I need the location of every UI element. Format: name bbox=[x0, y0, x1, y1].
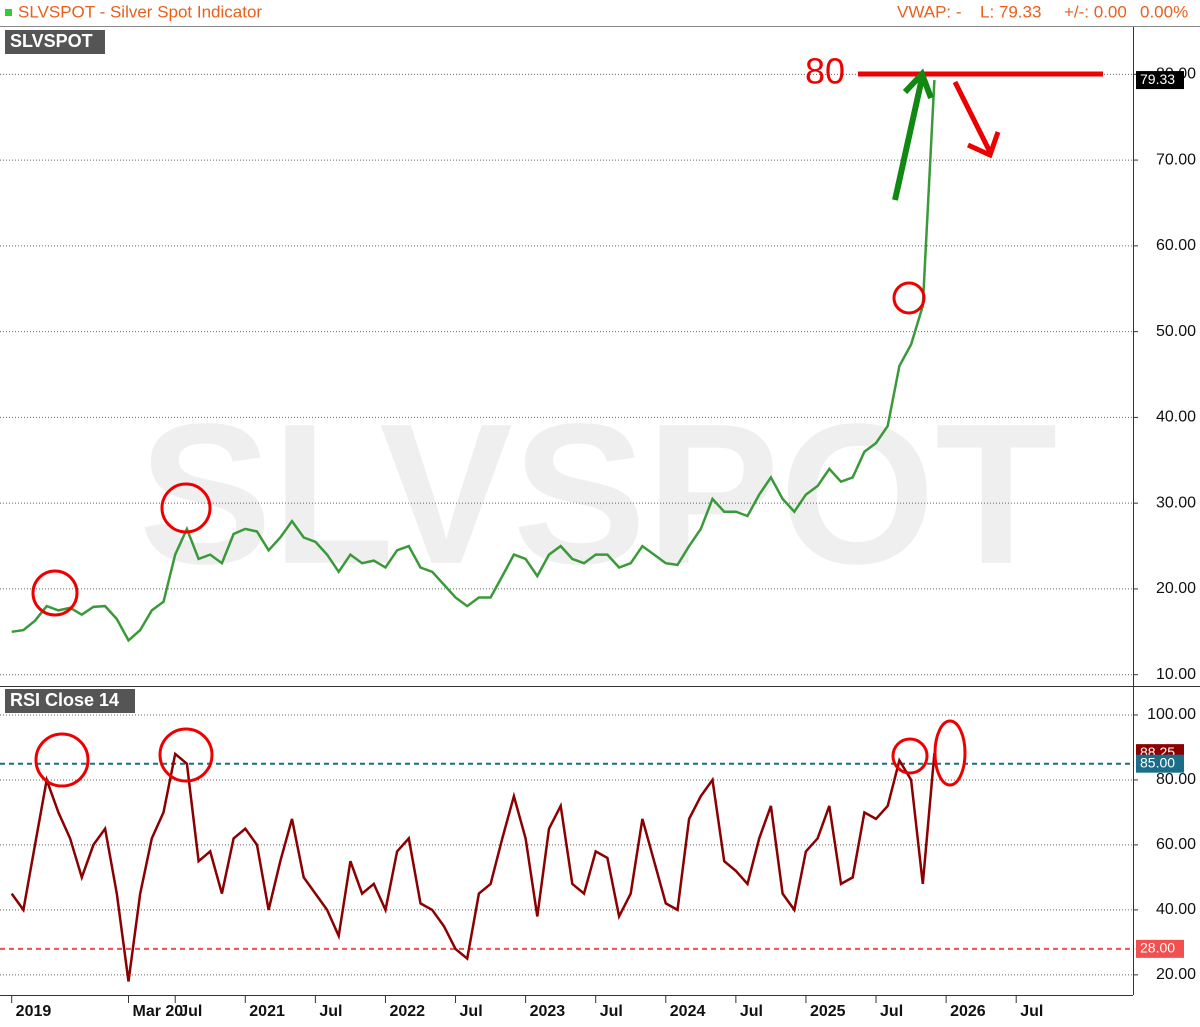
x-tick-label: 2026 bbox=[950, 1003, 986, 1020]
x-tick-label: Jul bbox=[740, 1003, 763, 1020]
status-icon bbox=[5, 9, 12, 16]
header-title: SLVSPOT - Silver Spot Indicator bbox=[18, 2, 262, 21]
panel-label-box bbox=[5, 30, 105, 54]
x-tick-label: 2024 bbox=[670, 1003, 706, 1020]
price-tag bbox=[1136, 71, 1184, 90]
down-arrow bbox=[952, 80, 1001, 159]
highlight-circle bbox=[891, 737, 929, 775]
y-tick-label: 60.00 bbox=[1156, 836, 1196, 853]
x-tick-label: Jul bbox=[600, 1003, 623, 1020]
y-tick-label: 70.00 bbox=[1156, 151, 1196, 168]
header-vwap: VWAP: - bbox=[897, 2, 962, 21]
header-last: L: 79.33 bbox=[980, 2, 1041, 21]
price-tag-label: 79.33 bbox=[1140, 71, 1175, 87]
x-tick-label: Mar 20 bbox=[132, 1003, 183, 1020]
up-arrow bbox=[892, 68, 934, 201]
annotation-text: 80 bbox=[805, 51, 845, 92]
x-tick-label: 2025 bbox=[810, 1003, 846, 1020]
x-tick-label: Jul bbox=[880, 1003, 903, 1020]
price-tag-label: 28.00 bbox=[1140, 940, 1175, 956]
price-tag bbox=[1136, 939, 1184, 958]
highlight-circle bbox=[160, 482, 212, 534]
x-tick-label: 2023 bbox=[530, 1003, 566, 1020]
price-tag-label: 85.00 bbox=[1140, 754, 1175, 770]
x-tick-label: Jul bbox=[1020, 1003, 1043, 1020]
highlight-circle bbox=[31, 569, 79, 617]
series-line bbox=[11, 80, 936, 643]
highlight-circle bbox=[34, 732, 90, 788]
x-tick-label: 2019 bbox=[16, 1003, 52, 1020]
annotations bbox=[31, 71, 1103, 788]
x-tick-label: 2022 bbox=[389, 1003, 425, 1020]
y-tick-label: 20.00 bbox=[1156, 966, 1196, 983]
top-bar bbox=[0, 0, 1200, 26]
y-tick-label: 20.00 bbox=[1156, 580, 1196, 597]
y-tick-label: 40.00 bbox=[1156, 409, 1196, 426]
panel-label-box bbox=[5, 689, 135, 713]
y-tick-label: 50.00 bbox=[1156, 323, 1196, 340]
panel-label: SLVSPOT bbox=[10, 31, 93, 51]
highlight-circle bbox=[892, 281, 926, 315]
y-tick-label: 60.00 bbox=[1156, 237, 1196, 254]
highlight-circle bbox=[933, 719, 967, 787]
y-tick-label: 10.00 bbox=[1156, 666, 1196, 683]
panel-label: RSI Close 14 bbox=[10, 690, 119, 710]
highlight-circle bbox=[158, 727, 214, 783]
y-tick-label: 40.00 bbox=[1156, 901, 1196, 918]
x-tick-label: 2021 bbox=[249, 1003, 285, 1020]
y-tick-label: 30.00 bbox=[1156, 494, 1196, 511]
header-change-pct: 0.00% bbox=[1140, 2, 1188, 21]
x-tick-label: Jul bbox=[319, 1003, 342, 1020]
plot-layer: 10.00 20.00 30.00 40.00 50.00 60.00 70.00 80.00… bbox=[0, 66, 1196, 1020]
price-tag bbox=[1136, 754, 1184, 773]
series-line bbox=[10, 751, 936, 982]
x-tick-label: Jul bbox=[179, 1003, 202, 1020]
watermark: SLVSPOT bbox=[139, 383, 1058, 606]
header-change: +/-: 0.00 bbox=[1064, 2, 1127, 21]
y-tick-label: 80.00 bbox=[1156, 771, 1196, 788]
x-tick-label: Jul bbox=[460, 1003, 483, 1020]
y-tick-label: 100.00 bbox=[1147, 706, 1196, 723]
